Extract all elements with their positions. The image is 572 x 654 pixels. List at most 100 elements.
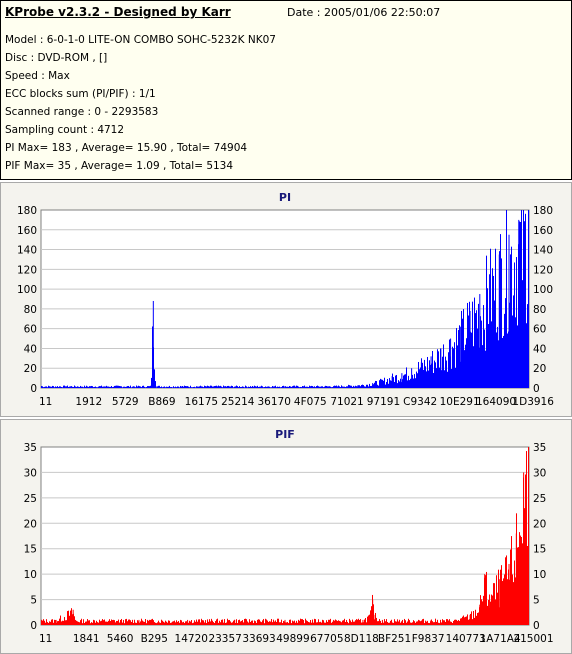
pi-bar [51,386,52,388]
pif-bar [331,622,332,625]
pi-bar [150,386,152,388]
pi-bar [262,386,263,388]
pi-bar [261,385,262,388]
pif-bar [474,617,475,625]
pi-bar [453,348,454,388]
pif-bar [79,622,80,625]
pi-bar [130,385,131,388]
pif-bar [469,614,471,625]
pif-bar [191,620,192,625]
pi-bar [198,386,199,388]
pif-bar [418,619,419,625]
pif-bar [365,618,366,625]
pif-xtick: 8D118 [344,633,379,645]
pi-bar [378,385,379,388]
pi-bar [149,386,150,388]
pif-bar [392,622,393,625]
info-disc: Disc : DVD-ROM , [] [5,52,108,64]
pif-ytick-right: 25 [533,493,546,505]
pi-bar [327,386,328,388]
pif-ytick-right: 10 [533,569,546,581]
pif-bar [498,569,499,625]
pif-bar [166,621,167,625]
pif-bar [407,621,408,625]
pif-bar [212,620,213,625]
pi-bar [355,385,356,388]
pif-bar [219,620,220,625]
pif-ytick-left: 15 [24,544,37,556]
pi-bar [222,387,223,388]
pi-bar [351,385,352,388]
pif-bar [250,621,251,625]
pif-bar [125,619,126,625]
pi-bar [320,386,321,388]
pi-bar [220,385,221,388]
pi-bar [322,386,323,388]
pi-bar [418,361,419,388]
pi-bar [407,380,408,388]
pif-bar [434,622,435,625]
pif-bar [206,623,207,625]
pi-bar [87,386,88,388]
pi-bar [467,302,468,388]
info-panel: KProbe v2.3.2 - Designed by Karr Date : … [0,0,572,180]
pi-bar [385,384,386,388]
pif-bar [188,622,189,625]
pi-bar [116,385,117,388]
pif-bar [144,621,145,625]
pi-xtick: C9342 [403,396,437,408]
pif-bar [514,560,515,625]
pi-bar [96,387,97,388]
pi-bar [112,387,113,388]
pif-bar [485,575,486,625]
pi-bar [55,386,56,388]
pi-bar [507,333,508,388]
pi-bar [474,297,475,388]
pif-bar [397,619,398,625]
pif-bar [260,621,261,625]
pi-bar [180,385,181,388]
pif-bar [42,620,43,625]
pi-bar [251,386,252,388]
pif-bar [195,621,196,625]
pif-bar [187,619,189,625]
pif-bar [78,621,79,625]
pi-bar [350,385,351,388]
pif-bar [468,619,469,625]
pif-bar [454,619,455,625]
pif-bar [52,619,53,625]
pif-bar [196,619,197,625]
pif-bar [421,620,422,625]
pif-bar [522,543,523,625]
pif-bar [207,619,208,625]
pi-bar [503,335,504,388]
pif-bar [43,619,44,625]
pi-bar [137,386,138,388]
pi-bar [49,386,50,388]
pi-bar [188,386,189,388]
pi-bar [154,369,155,388]
pif-bar [154,622,155,625]
pi-bar [374,382,375,388]
pif-bar [229,619,230,625]
pif-bar [440,619,441,625]
pi-bar [493,275,494,388]
pif-bar [361,622,362,625]
pif-bar [348,623,349,625]
pif-bar [133,622,134,625]
pif-bar [96,620,97,625]
pi-bar [78,386,79,388]
pif-bar [290,619,291,625]
pif-bar [67,611,68,625]
pi-bar [396,374,397,388]
pif-bar [90,623,91,625]
pi-bar [279,386,280,388]
pif-bar [394,619,395,625]
pi-bar [100,386,101,388]
pi-ytick-left: 140 [17,245,37,257]
pi-bar [105,386,106,388]
pi-bar [177,386,178,388]
pif-bar [118,619,119,625]
pi-bar [325,385,326,388]
pif-bar [387,622,388,625]
